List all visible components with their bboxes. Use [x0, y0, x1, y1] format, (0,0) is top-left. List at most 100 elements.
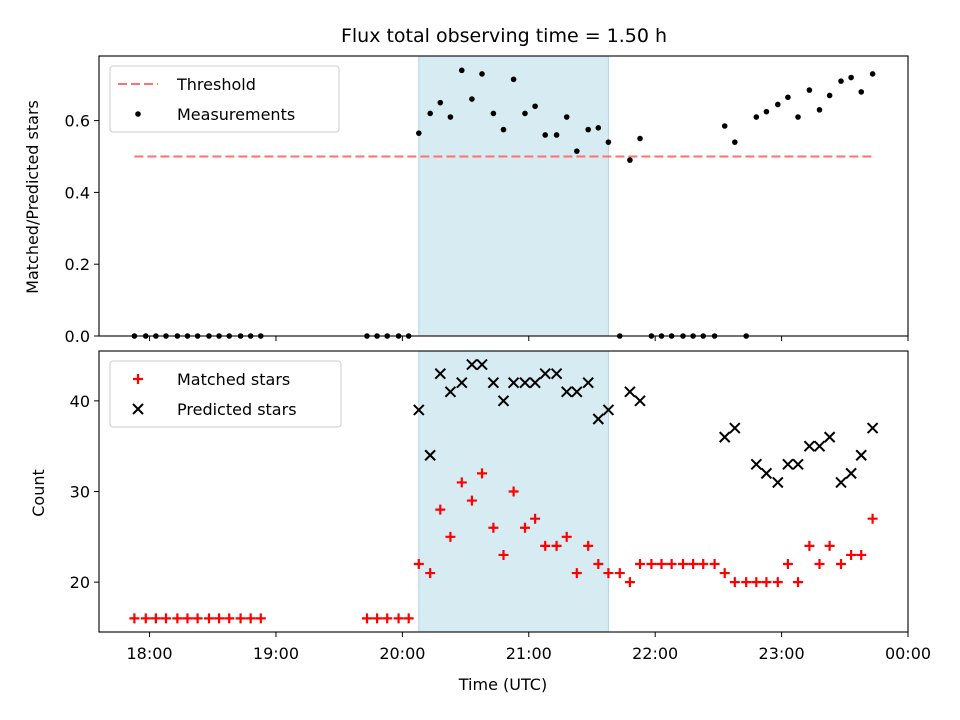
measurement-point — [479, 71, 485, 77]
bottom-y-tick-label: 40 — [70, 392, 90, 411]
matched-stars-point — [245, 613, 256, 624]
matched-stars-point — [635, 559, 646, 570]
matched-stars-point — [624, 577, 635, 588]
x-tick-label: 19:00 — [253, 644, 299, 663]
predicted-stars-point — [845, 467, 857, 480]
predicted-stars-point — [476, 358, 488, 371]
matched-stars-point — [382, 613, 393, 624]
predicted-stars-point — [835, 476, 847, 489]
predicted-stars-point — [792, 458, 804, 471]
predicted-stars-point — [466, 358, 478, 371]
matched-stars-point — [488, 522, 499, 533]
measurement-point — [605, 139, 612, 145]
predicted-stars-point — [424, 449, 436, 461]
matched-stars-point — [603, 568, 614, 579]
matched-stars-point — [214, 613, 225, 624]
matched-stars-point — [867, 513, 878, 524]
top-y-tick-label: 0.6 — [65, 112, 90, 131]
legend-measurements-handle — [135, 111, 141, 117]
legend-box — [109, 65, 340, 133]
predicted-stars-point — [866, 422, 879, 434]
matched-stars-point — [772, 577, 783, 588]
x-tick-label: 22:00 — [632, 644, 678, 663]
measurement-point — [447, 114, 454, 120]
predicted-stars-point — [624, 386, 636, 398]
matched-stars-point — [530, 513, 541, 524]
measurement-point — [732, 139, 738, 145]
x-tick-label: 18:00 — [127, 644, 173, 663]
measurement-point — [753, 114, 760, 120]
matched-stars-point — [751, 577, 762, 588]
matched-stars-point — [688, 559, 699, 570]
legend-label: Matched stars — [177, 370, 290, 389]
measurement-point — [510, 76, 517, 83]
measurement-point — [574, 148, 580, 154]
measurement-point — [869, 71, 876, 77]
legend-label: Predicted stars — [177, 400, 297, 419]
bottom-y-tick-label: 20 — [70, 573, 90, 592]
matched-stars-point — [203, 613, 214, 624]
top-y-axis-label: Matched/Predicted stars — [23, 100, 42, 294]
matched-stars-point — [160, 613, 171, 624]
matched-stars-point — [793, 577, 804, 588]
legend-label: Measurements — [177, 105, 295, 124]
matched-stars-point — [741, 577, 752, 588]
x-axis-label: Time (UTC) — [458, 675, 547, 694]
matched-stars-point — [677, 559, 688, 570]
matched-stars-point — [477, 468, 488, 479]
legend-box — [109, 360, 342, 428]
matched-stars-point — [551, 540, 562, 551]
matched-stars-point — [804, 540, 815, 551]
predicted-stars-point — [772, 476, 784, 489]
x-tick-label: 00:00 — [885, 644, 931, 663]
matched-stars-point — [192, 613, 203, 624]
predicted-stars-point — [729, 422, 741, 434]
top-legend: Threshold Measurements — [109, 65, 340, 133]
bottom-legend: Matched stars Predicted stars — [109, 360, 342, 428]
matched-stars-point — [372, 613, 383, 624]
measurement-point — [522, 110, 528, 117]
matched-stars-point — [255, 613, 266, 624]
measurement-point — [721, 123, 728, 129]
matched-stars-point — [235, 613, 246, 624]
matched-stars-point — [561, 531, 572, 542]
matched-stars-point — [519, 522, 530, 533]
matched-stars-point — [593, 559, 604, 570]
predicted-stars-point — [539, 367, 551, 380]
predicted-stars-point — [782, 458, 794, 471]
matched-stars-point — [466, 495, 477, 506]
matched-stars-point — [172, 613, 183, 624]
measurement-point — [637, 135, 643, 142]
measurement-point — [490, 110, 497, 117]
measurement-point — [427, 110, 433, 117]
measurement-point — [848, 74, 854, 81]
matched-stars-point — [508, 486, 519, 497]
matched-stars-point — [656, 559, 667, 570]
predicted-stars-point — [571, 386, 583, 398]
matched-stars-point — [646, 559, 657, 570]
matched-stars-point — [814, 559, 825, 570]
legend-predicted-handle — [132, 403, 144, 415]
measurement-point — [585, 126, 591, 133]
matched-stars-point — [729, 577, 740, 588]
matched-stars-point — [435, 504, 446, 515]
matched-stars-point — [761, 577, 772, 588]
predicted-stars-point — [760, 467, 773, 480]
measurement-point — [458, 67, 465, 74]
predicted-stars-point — [487, 377, 500, 389]
x-tick-label: 20:00 — [379, 644, 425, 663]
predicted-stars-point — [823, 431, 836, 443]
bottom-y-axis-label: Count — [29, 469, 48, 517]
predicted-stars-point — [529, 377, 541, 389]
matched-stars-point — [709, 559, 720, 570]
predicted-stars-point — [803, 440, 816, 452]
matched-stars-point — [498, 549, 509, 560]
matched-stars-point — [846, 549, 857, 560]
measurement-point — [795, 114, 801, 120]
matched-stars-point — [150, 613, 161, 624]
measurement-point — [838, 78, 844, 84]
legend-label: Threshold — [176, 75, 256, 94]
measurement-point — [553, 132, 560, 138]
predicted-stars-point — [497, 395, 510, 407]
